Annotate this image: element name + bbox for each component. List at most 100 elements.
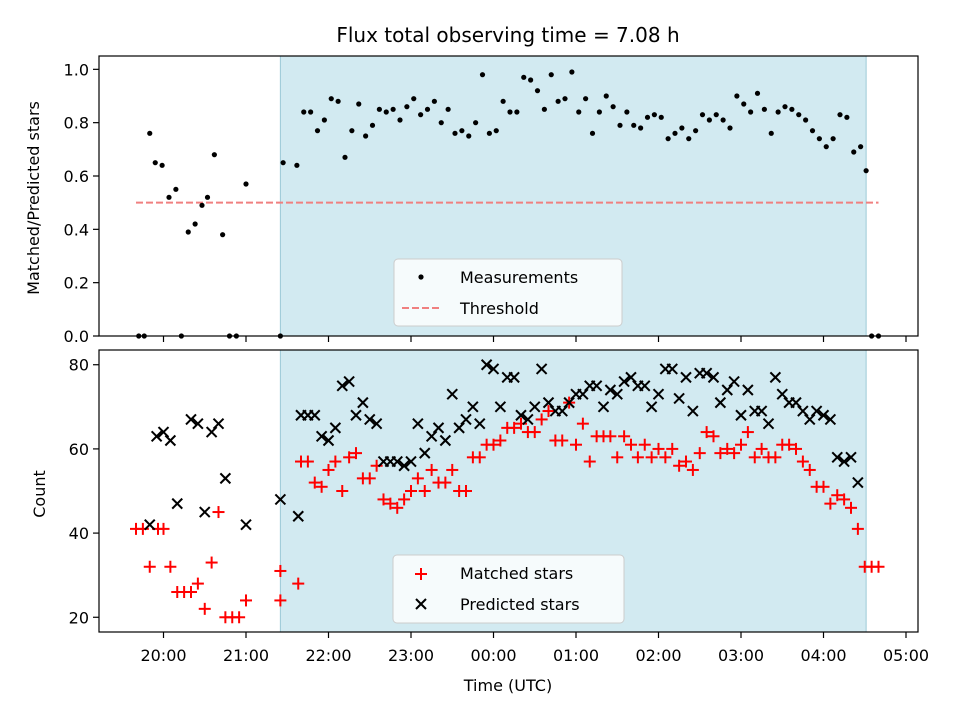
predicted-star-point bbox=[790, 396, 802, 409]
predicted-star-point bbox=[432, 422, 445, 434]
matched-star-point bbox=[233, 611, 246, 624]
predicted-star-point bbox=[762, 417, 775, 430]
measurement-point bbox=[541, 106, 547, 112]
matched-star-point bbox=[666, 442, 679, 455]
predicted-star-point bbox=[336, 380, 348, 392]
measurement-point bbox=[159, 162, 165, 168]
matched-star-point bbox=[686, 463, 699, 476]
predicted-star-point bbox=[508, 371, 520, 384]
measurement-point bbox=[438, 120, 444, 126]
matched-star-point bbox=[460, 485, 472, 497]
measurement-point bbox=[624, 109, 630, 115]
measurement-point bbox=[424, 106, 431, 112]
cross-b bbox=[707, 371, 720, 384]
cross-b bbox=[790, 396, 802, 409]
predicted-star-point bbox=[205, 426, 218, 438]
measurement-point bbox=[328, 96, 334, 102]
cross-b bbox=[357, 396, 369, 409]
measurement-point bbox=[699, 112, 706, 118]
cross-b bbox=[164, 434, 177, 447]
x-tick-label: 00:00 bbox=[470, 646, 516, 665]
matched-star-point bbox=[872, 560, 885, 573]
cross-b bbox=[460, 413, 472, 426]
count-panel: 20 40 60 80 20:00 21:00 22:00 23:00 00:00 01:00 02… bbox=[30, 349, 929, 695]
matched-star-point bbox=[721, 442, 734, 455]
cross-b bbox=[666, 363, 678, 375]
legend-box bbox=[392, 554, 625, 624]
matched-star-point bbox=[329, 455, 342, 468]
matched-star-point bbox=[336, 485, 349, 497]
matched-star-point bbox=[570, 438, 582, 451]
measurement-point bbox=[617, 122, 623, 128]
predicted-star-point bbox=[852, 476, 864, 489]
cross-b bbox=[535, 363, 548, 375]
matched-star-point bbox=[405, 485, 417, 497]
cross-b bbox=[309, 409, 321, 421]
predicted-star-point bbox=[144, 518, 156, 531]
cross-b bbox=[563, 396, 575, 409]
measurement-point bbox=[390, 106, 396, 112]
cross-b bbox=[762, 417, 775, 430]
measurement-point bbox=[166, 194, 172, 200]
predicted-star-point bbox=[309, 409, 321, 421]
matched-star-point bbox=[487, 438, 500, 451]
predicted-star-point bbox=[515, 409, 527, 421]
chart-title: Flux total observing time = 7.08 h bbox=[336, 23, 679, 47]
predicted-star-point bbox=[673, 392, 685, 405]
cross-b bbox=[776, 388, 788, 400]
cross-b bbox=[480, 359, 493, 371]
cross-b bbox=[474, 417, 486, 430]
matched-star-point bbox=[164, 560, 177, 573]
measurement-point bbox=[651, 112, 657, 118]
measurement-point bbox=[500, 98, 506, 104]
y-tick-label: 0.8 bbox=[64, 114, 89, 133]
cross-b bbox=[824, 413, 837, 426]
x-axis-label: Time (UTC) bbox=[463, 676, 552, 695]
measurement-point bbox=[748, 109, 754, 115]
measurement-point bbox=[858, 144, 864, 150]
matched-star-point bbox=[556, 434, 569, 447]
cross-b bbox=[618, 375, 630, 388]
predicted-star-point bbox=[735, 409, 747, 421]
measurement-point bbox=[782, 104, 788, 110]
measurement-point bbox=[720, 117, 726, 123]
bottom-y-axis-label: Count bbox=[30, 470, 49, 518]
measurement-point bbox=[185, 229, 191, 235]
measurement-point bbox=[147, 130, 153, 136]
matched-star-point bbox=[845, 501, 857, 514]
predicted-star-point bbox=[707, 371, 720, 384]
cross-b bbox=[645, 401, 658, 413]
y-tick-label: 20 bbox=[69, 608, 89, 627]
cross-b bbox=[144, 518, 156, 531]
measurement-point bbox=[349, 128, 355, 134]
legend-marker-predicted bbox=[415, 598, 427, 610]
cross-b bbox=[804, 413, 816, 426]
x-tick-label: 04:00 bbox=[800, 646, 846, 665]
predicted-star-point bbox=[199, 506, 211, 518]
cross-b bbox=[425, 430, 438, 442]
predicted-star-point bbox=[171, 497, 183, 510]
predicted-star-point bbox=[219, 472, 232, 485]
measurement-point bbox=[369, 122, 376, 128]
cross-b bbox=[391, 455, 403, 468]
measurement-point bbox=[173, 186, 179, 192]
predicted-star-point bbox=[480, 359, 493, 371]
matched-star-point bbox=[583, 455, 596, 468]
measurement-point bbox=[321, 117, 327, 123]
measurement-point bbox=[603, 93, 609, 99]
legend-marker-matched bbox=[415, 568, 427, 580]
measurement-point bbox=[631, 122, 637, 128]
cross-b bbox=[405, 455, 417, 468]
matched-star-point bbox=[790, 442, 802, 455]
predicted-star-point bbox=[164, 434, 177, 447]
y-tick-label: 80 bbox=[69, 356, 89, 375]
matched-star-point bbox=[611, 451, 624, 464]
cross-b bbox=[212, 417, 225, 430]
measurement-point bbox=[466, 133, 472, 139]
measurement-point bbox=[569, 69, 575, 75]
matched-star-point bbox=[707, 430, 720, 443]
matched-star-point bbox=[384, 497, 397, 510]
cross-b bbox=[714, 396, 727, 409]
cross-b bbox=[577, 388, 589, 400]
matched-star-point bbox=[377, 493, 390, 506]
